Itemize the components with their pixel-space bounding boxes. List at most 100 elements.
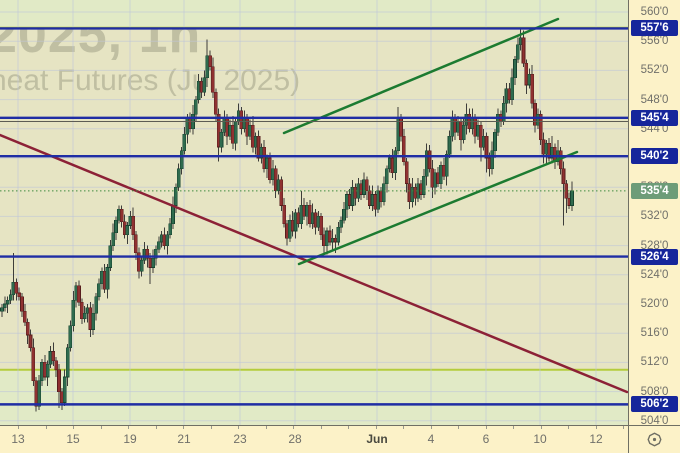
candle-up [68,325,73,349]
candle-down [313,212,318,228]
candle-up [421,175,426,195]
candle-up [444,154,449,177]
candle-up [205,55,209,78]
candle-down [302,205,306,217]
candle-up [174,186,178,206]
price-axis-label: 548'0 [640,93,669,106]
candle-down [239,110,244,130]
candle-down [322,234,326,246]
time-axis-label: 4 [427,432,435,446]
time-axis-label: 6 [482,432,490,446]
candle-up [196,81,201,100]
candle-down [404,161,409,184]
candle-up [393,150,398,173]
candle-down [268,157,272,181]
candle-down [57,369,61,392]
price-level-badge: 506'2 [631,396,678,413]
candle-up [439,165,443,184]
candle-down [282,205,286,224]
candlestick-chart [0,0,628,425]
candle-up [37,380,41,407]
candle-down [364,179,369,192]
candle-up [456,121,460,133]
candle-up [310,212,315,224]
candle-up [8,294,13,301]
candle-down [60,391,64,403]
chart-plot-area[interactable]: 2025, 1h heat Futures (Jul 2025) [0,0,628,425]
price-axis[interactable]: 560'0556'0552'0548'0544'0540'0536'0532'0… [628,0,680,427]
price-axis-label: 504'0 [640,414,669,427]
candle-down [54,360,58,371]
candle-up [156,241,161,250]
time-axis-tick [623,426,624,429]
time-axis-tick [568,426,569,429]
lower-support-zone [0,369,628,425]
candle-up [490,150,495,170]
candle-up [233,121,238,144]
candle-up [5,300,10,305]
candlestick-series [0,29,574,412]
time-axis-tick [403,426,404,429]
candle-up [265,157,269,170]
candle-up [105,267,110,290]
candle-up [71,300,76,327]
price-axis-label: 560'0 [640,6,669,18]
candle-down [134,234,138,254]
candle-down [211,66,215,93]
candle-down [148,258,152,268]
candle-down [28,334,33,349]
candle-up [97,283,101,297]
candle-up [219,132,224,148]
candle-down [17,292,21,297]
candle-up [82,312,87,319]
candle-up [185,117,190,135]
candle-down [25,321,30,336]
time-axis-tick [486,426,487,429]
candle-down [459,121,463,141]
candle-up [168,223,172,235]
time-axis-label: 10 [533,432,547,446]
candle-down [225,117,229,137]
candle-up [128,216,133,226]
candle-up [179,150,184,170]
candle-up [114,219,118,234]
time-axis-tick [18,426,19,429]
candle-down [31,347,36,381]
price-axis-label: 524'0 [640,268,669,281]
descending-trendline[interactable] [0,133,628,394]
candle-down [213,92,218,115]
candle-up [447,135,452,155]
candle-up [330,238,335,243]
candle-down [373,194,378,210]
candle-up [496,113,500,133]
time-axis-tick [596,426,597,429]
gear-icon[interactable] [647,432,662,447]
candle-down [285,223,289,239]
ascending-channel-lower[interactable] [297,150,579,266]
candle-up [91,312,95,330]
axis-settings-corner[interactable] [628,425,680,453]
time-axis[interactable]: 13 15 19 21 23 28 Jun 4 6 10 12 [0,425,628,453]
candle-up [288,219,292,239]
candle-down [22,310,27,323]
candle-down [487,157,492,170]
candle-up [0,307,4,312]
candle-down [296,212,301,224]
candle-down [379,190,383,203]
time-axis-tick [128,426,129,429]
ascending-channel-upper[interactable] [282,17,560,135]
candle-up [228,124,232,137]
time-axis-tick [376,426,377,429]
price-level-badge: 545'4 [631,109,678,126]
candle-up [151,258,155,268]
candle-down [353,186,358,199]
candle-up [62,376,67,403]
candle-up [336,227,341,243]
candle-down [436,172,440,184]
candle-down [399,117,403,137]
time-axis-tick [73,426,74,429]
candle-up [481,135,486,148]
candle-down [80,301,84,319]
candle-down [145,248,150,259]
candle-down [407,183,412,203]
